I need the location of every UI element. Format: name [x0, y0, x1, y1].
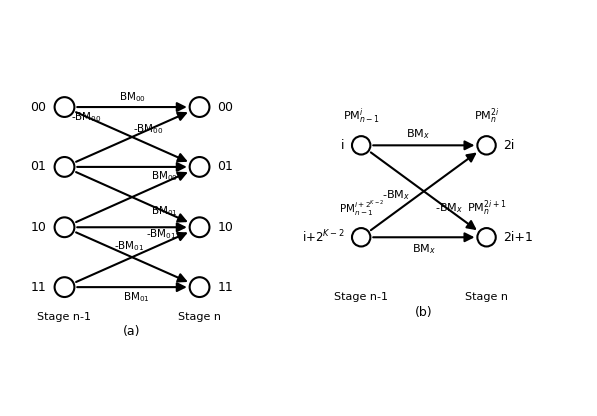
Circle shape	[352, 228, 370, 246]
Text: 10: 10	[30, 221, 47, 234]
Text: Stage n-1: Stage n-1	[38, 312, 91, 322]
Text: -BM$_{01}$: -BM$_{01}$	[146, 227, 176, 241]
Text: i: i	[341, 139, 344, 152]
Text: BM$_x$: BM$_x$	[412, 242, 436, 256]
Text: (a): (a)	[123, 325, 141, 338]
Text: BM$_x$: BM$_x$	[405, 127, 430, 141]
Text: BM$_{01}$: BM$_{01}$	[152, 204, 179, 218]
Circle shape	[352, 136, 370, 154]
Text: 2i: 2i	[503, 139, 515, 152]
Text: 01: 01	[217, 161, 233, 173]
Text: i+2$^{K-2}$: i+2$^{K-2}$	[302, 229, 344, 245]
Text: Stage n: Stage n	[178, 312, 221, 322]
Text: -BM$_{01}$: -BM$_{01}$	[114, 239, 144, 253]
Circle shape	[54, 277, 75, 297]
Circle shape	[478, 136, 496, 154]
Circle shape	[190, 157, 210, 177]
Text: BM$_{01}$: BM$_{01}$	[123, 290, 150, 304]
Text: 11: 11	[30, 281, 47, 294]
Text: 00: 00	[217, 101, 233, 114]
Text: (b): (b)	[415, 306, 433, 319]
Text: -BM$_x$: -BM$_x$	[382, 188, 410, 202]
Text: 11: 11	[217, 281, 233, 294]
Text: -BM$_{00}$: -BM$_{00}$	[133, 122, 164, 136]
Circle shape	[54, 157, 75, 177]
Circle shape	[190, 217, 210, 237]
Text: BM$_{00}$: BM$_{00}$	[119, 90, 146, 104]
Text: 00: 00	[30, 101, 47, 114]
Text: PM$_n^{2i}$: PM$_n^{2i}$	[474, 106, 499, 126]
Text: 10: 10	[217, 221, 233, 234]
Circle shape	[54, 97, 75, 117]
Text: -BM$_x$: -BM$_x$	[435, 201, 463, 215]
Text: -BM$_{00}$: -BM$_{00}$	[71, 110, 102, 124]
Text: PM$_{n-1}^{i}$: PM$_{n-1}^{i}$	[343, 106, 380, 126]
Circle shape	[190, 97, 210, 117]
Text: 01: 01	[30, 161, 47, 173]
Circle shape	[478, 228, 496, 246]
Circle shape	[190, 277, 210, 297]
Text: 2i+1: 2i+1	[503, 231, 533, 244]
Text: Stage n: Stage n	[465, 292, 508, 302]
Text: Stage n-1: Stage n-1	[334, 292, 388, 302]
Text: BM$_{00}$: BM$_{00}$	[152, 169, 179, 183]
Text: PM$_n^{2i+1}$: PM$_n^{2i+1}$	[467, 198, 506, 218]
Circle shape	[54, 217, 75, 237]
Text: PM$_{n-1}^{i+2^{K-2}}$: PM$_{n-1}^{i+2^{K-2}}$	[338, 199, 384, 218]
